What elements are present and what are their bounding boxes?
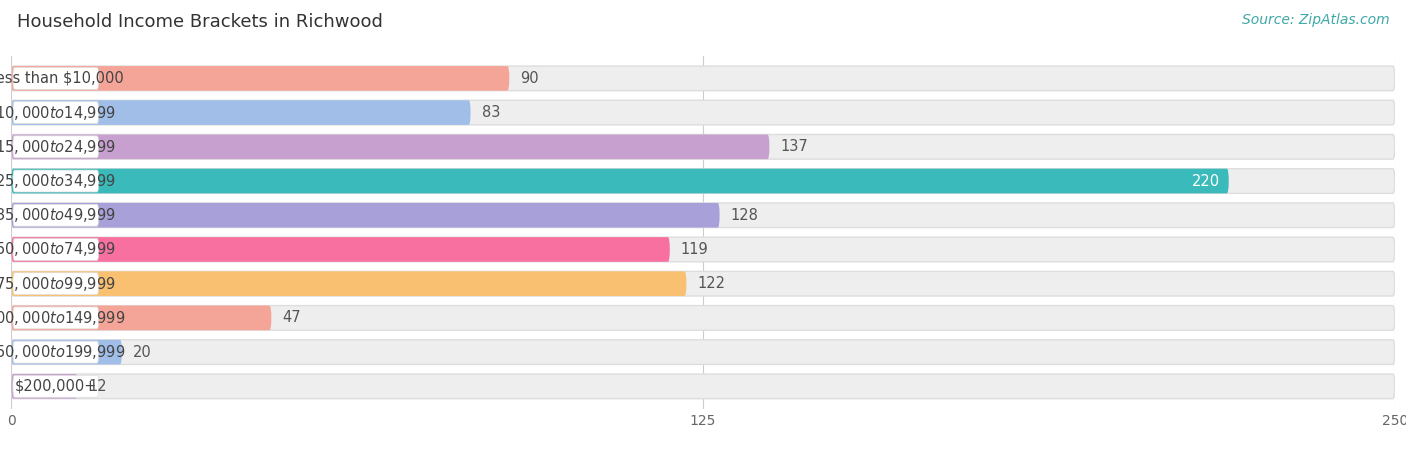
FancyBboxPatch shape (13, 170, 98, 192)
FancyBboxPatch shape (11, 135, 1395, 159)
FancyBboxPatch shape (11, 237, 669, 262)
FancyBboxPatch shape (13, 273, 98, 295)
FancyBboxPatch shape (11, 203, 1395, 228)
FancyBboxPatch shape (11, 135, 769, 159)
FancyBboxPatch shape (13, 67, 98, 89)
Text: 20: 20 (134, 345, 152, 360)
Text: 220: 220 (1192, 173, 1220, 189)
Text: Source: ZipAtlas.com: Source: ZipAtlas.com (1241, 13, 1389, 27)
FancyBboxPatch shape (11, 100, 1395, 125)
FancyBboxPatch shape (11, 306, 1395, 330)
Text: $50,000 to $74,999: $50,000 to $74,999 (0, 241, 117, 259)
FancyBboxPatch shape (11, 374, 1395, 399)
Text: $15,000 to $24,999: $15,000 to $24,999 (0, 138, 117, 156)
FancyBboxPatch shape (11, 100, 471, 125)
Text: Less than $10,000: Less than $10,000 (0, 71, 124, 86)
FancyBboxPatch shape (11, 374, 77, 399)
Text: 128: 128 (731, 208, 759, 223)
Text: $75,000 to $99,999: $75,000 to $99,999 (0, 275, 117, 293)
FancyBboxPatch shape (11, 271, 686, 296)
FancyBboxPatch shape (11, 340, 122, 365)
Text: $200,000+: $200,000+ (14, 379, 97, 394)
Text: $100,000 to $149,999: $100,000 to $149,999 (0, 309, 125, 327)
FancyBboxPatch shape (11, 66, 509, 91)
FancyBboxPatch shape (13, 238, 98, 260)
FancyBboxPatch shape (11, 306, 271, 330)
Text: $10,000 to $14,999: $10,000 to $14,999 (0, 104, 117, 122)
Text: 119: 119 (681, 242, 709, 257)
FancyBboxPatch shape (13, 136, 98, 158)
FancyBboxPatch shape (11, 66, 1395, 91)
Text: 90: 90 (520, 71, 538, 86)
FancyBboxPatch shape (13, 307, 98, 329)
Text: 122: 122 (697, 276, 725, 291)
FancyBboxPatch shape (11, 237, 1395, 262)
Text: Household Income Brackets in Richwood: Household Income Brackets in Richwood (17, 13, 382, 31)
Text: $150,000 to $199,999: $150,000 to $199,999 (0, 343, 125, 361)
FancyBboxPatch shape (13, 204, 98, 226)
Text: $25,000 to $34,999: $25,000 to $34,999 (0, 172, 117, 190)
FancyBboxPatch shape (13, 341, 98, 363)
FancyBboxPatch shape (11, 340, 1395, 365)
Text: 83: 83 (482, 105, 501, 120)
Text: $35,000 to $49,999: $35,000 to $49,999 (0, 206, 117, 224)
Text: 47: 47 (283, 310, 301, 326)
FancyBboxPatch shape (11, 169, 1395, 194)
Text: 12: 12 (89, 379, 107, 394)
FancyBboxPatch shape (13, 375, 98, 397)
FancyBboxPatch shape (11, 169, 1229, 194)
FancyBboxPatch shape (13, 101, 98, 123)
FancyBboxPatch shape (11, 203, 720, 228)
FancyBboxPatch shape (11, 271, 1395, 296)
Text: 137: 137 (780, 139, 808, 154)
